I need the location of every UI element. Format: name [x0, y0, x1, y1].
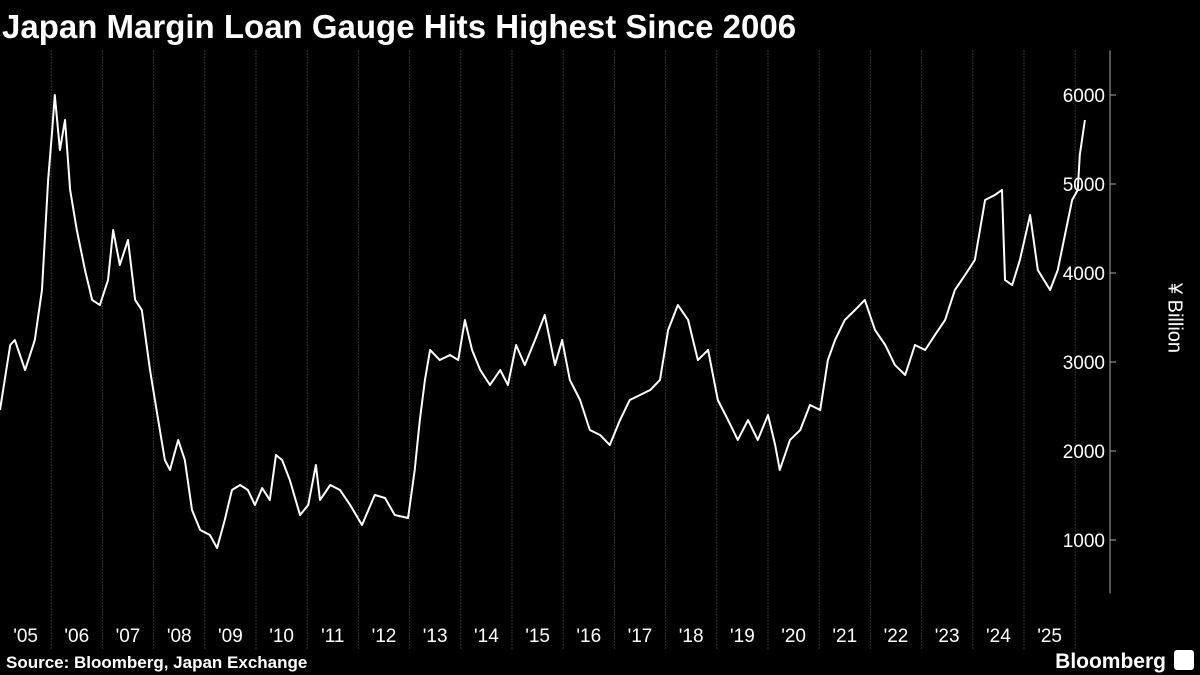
y-axis-label: ¥ Billion: [1164, 282, 1186, 353]
x-tick-label: '22: [884, 626, 909, 647]
x-tick-label: '06: [64, 626, 89, 647]
y-tick-label: 4000: [1063, 264, 1105, 285]
x-tick-label: '25: [1037, 626, 1062, 647]
source-note: Source: Bloomberg, Japan Exchange: [6, 653, 307, 672]
x-tick-label: '07: [116, 626, 141, 647]
x-tick-label: '21: [832, 626, 857, 647]
x-tick-label: '18: [679, 626, 704, 647]
x-tick-label: '12: [372, 626, 397, 647]
y-tick-label: 3000: [1063, 353, 1105, 374]
x-tick-label: '16: [576, 626, 601, 647]
x-tick-label: '14: [474, 626, 499, 647]
x-tick-label: '13: [423, 626, 448, 647]
chart-title: Japan Margin Loan Gauge Hits Highest Sin…: [2, 8, 796, 45]
x-tick-label: '23: [935, 626, 960, 647]
x-tick-label: '15: [525, 626, 550, 647]
data-line: [0, 94, 1086, 550]
x-tick-label: '17: [628, 626, 653, 647]
x-tick-label: '10: [269, 626, 294, 647]
brand-logo: Bloomberg: [1055, 650, 1166, 673]
y-tick-label: 1000: [1063, 531, 1105, 552]
x-tick-label: '20: [781, 626, 806, 647]
brand-icon: [1174, 650, 1194, 670]
y-tick-label: 5000: [1063, 175, 1105, 196]
y-tick-label: 6000: [1063, 86, 1105, 107]
x-tick-label: '09: [218, 626, 243, 647]
y-tick-label: 2000: [1063, 442, 1105, 463]
x-tick-label: '05: [13, 626, 38, 647]
x-tick-label: '08: [167, 626, 192, 647]
x-tick-label: '11: [321, 626, 344, 647]
x-tick-label: '19: [730, 626, 755, 647]
x-tick-label: '24: [986, 626, 1011, 647]
